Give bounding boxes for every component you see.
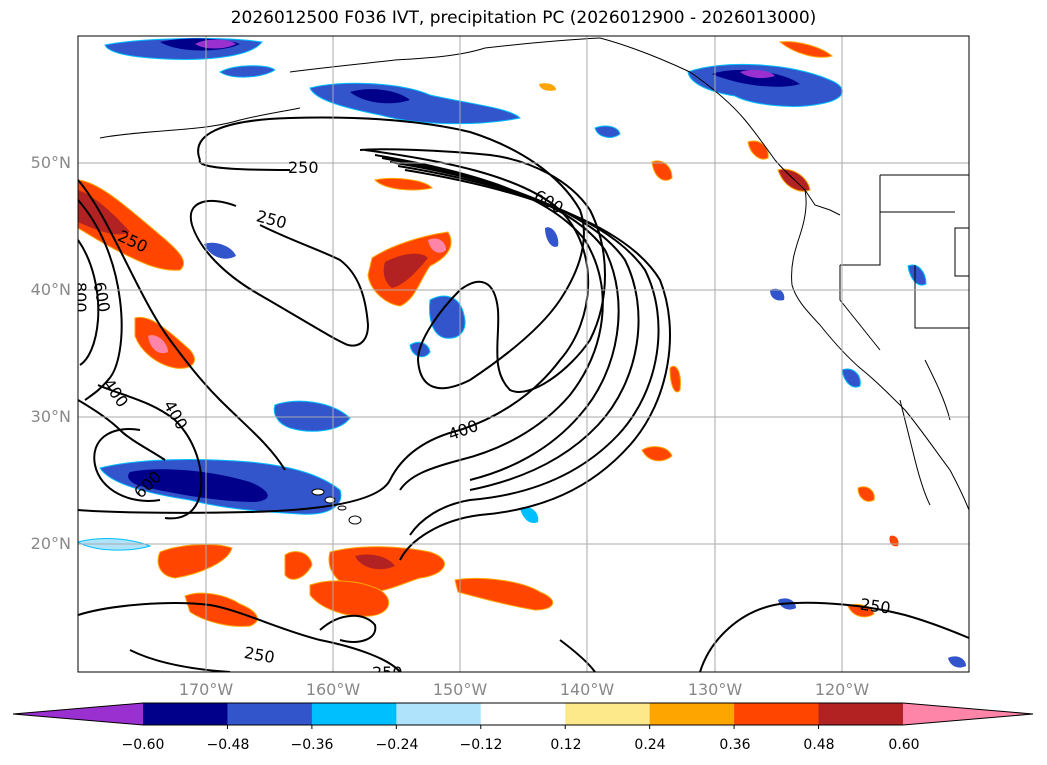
- precip-anomaly-region: [355, 554, 395, 570]
- colorbar-segment: [565, 703, 651, 725]
- precip-anomaly-region: [454, 578, 553, 611]
- precip-anomaly-region: [641, 446, 673, 462]
- precip-anomaly-region: [841, 368, 861, 388]
- colorbar-segment: [649, 703, 735, 725]
- lat-label: 50°N: [30, 153, 71, 172]
- precip-anomaly-region: [545, 227, 559, 247]
- contour-label: 250: [859, 595, 892, 618]
- colorbar-tick-label: 0.24: [634, 737, 666, 753]
- colorbar-segment: [227, 703, 313, 725]
- colorbar-tick-label: 0.60: [888, 737, 920, 753]
- lat-label: 30°N: [30, 407, 71, 426]
- lon-label: 140°W: [559, 680, 615, 699]
- lon-label: 120°W: [814, 680, 870, 699]
- colorbar-tick-label: −0.24: [375, 737, 419, 753]
- colorbar-segment: [734, 703, 820, 725]
- precip-anomaly-region: [128, 469, 268, 502]
- precip-anomaly-region: [907, 264, 927, 286]
- lat-label: 20°N: [30, 534, 71, 553]
- colorbar-tick-label: −0.60: [121, 737, 165, 753]
- precip-anomaly-region: [284, 551, 313, 580]
- precip-anomaly-region: [157, 544, 233, 579]
- ivt-contours: [78, 116, 969, 672]
- precip-anomaly-region: [219, 65, 276, 78]
- precip-anomaly-region: [857, 486, 875, 502]
- precip-positive-regions: [78, 41, 899, 627]
- contour-label: 250: [372, 663, 403, 682]
- precip-anomaly-region: [669, 365, 681, 393]
- graticule: [78, 36, 969, 672]
- precip-anomaly-region: [651, 160, 673, 181]
- precip-anomaly-region: [539, 83, 556, 91]
- lon-label: 150°W: [432, 680, 488, 699]
- precip-anomaly-region: [195, 39, 236, 49]
- precip-anomaly-region: [428, 238, 446, 253]
- colorbar-segment: [396, 703, 482, 725]
- colorbar-segment: [143, 703, 228, 725]
- colorbar-outline: [12, 702, 1034, 726]
- precip-anomaly-region: [184, 592, 258, 627]
- precip-anomaly-region: [948, 656, 966, 668]
- lat-label: 40°N: [30, 280, 71, 299]
- contour-label: 800: [71, 282, 90, 313]
- colorbar-tick-label: 0.36: [719, 737, 751, 753]
- precip-anomaly-region: [520, 506, 539, 524]
- colorbar-extend-min: [13, 703, 143, 725]
- lon-label: 130°W: [687, 680, 743, 699]
- precip-anomaly-region: [373, 177, 433, 191]
- precip-anomaly-region: [740, 69, 775, 79]
- precip-anomaly-region: [350, 89, 410, 104]
- precip-anomaly-region: [383, 253, 428, 288]
- precip-anomaly-region: [273, 400, 351, 432]
- colorbar-tick-label: 0.12: [550, 737, 582, 753]
- colorbar-segment: [311, 703, 397, 725]
- map-background: [78, 36, 969, 672]
- colorbar-tick-label: −0.36: [290, 737, 334, 753]
- colorbar-tick-label: −0.48: [206, 737, 250, 753]
- lon-label: 170°W: [178, 680, 234, 699]
- lon-label: 160°W: [305, 680, 361, 699]
- colorbar-extend-max: [903, 703, 1033, 725]
- map-frame: [77, 35, 970, 673]
- precip-anomaly-region: [78, 179, 185, 271]
- precip-anomaly-region: [148, 335, 168, 354]
- precip-anomaly-region: [594, 125, 621, 138]
- precip-anomaly-region: [778, 41, 834, 58]
- colorbar-segment: [480, 703, 566, 725]
- precip-anomaly-region: [204, 242, 236, 259]
- precip-anomaly-region: [747, 140, 769, 160]
- map-title: 2026012500 F036 IVT, precipitation PC (2…: [230, 8, 817, 28]
- contour-label: 250: [288, 158, 319, 177]
- colorbar-tick-label: −0.12: [459, 737, 503, 753]
- map-panel: 250 250 250 600 600 800 400 400 600 400 …: [71, 35, 970, 682]
- precip-negative-regions: [78, 37, 966, 668]
- colorbar-tick-label: 0.48: [803, 737, 835, 753]
- hawaii-islands: [311, 488, 362, 525]
- colorbar-segment: [818, 703, 904, 725]
- precip-anomaly-region: [78, 190, 130, 235]
- precip-anomaly-region: [770, 288, 785, 301]
- precip-anomaly-region: [712, 69, 800, 87]
- precip-anomaly-region: [309, 580, 390, 617]
